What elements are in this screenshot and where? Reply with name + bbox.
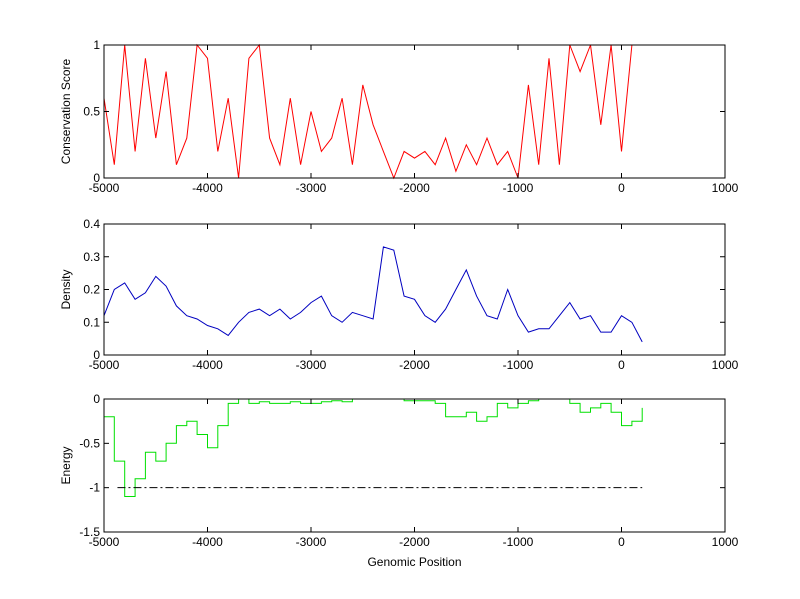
x-tick-label: -1000 [503, 358, 534, 372]
x-tick-label: -5000 [89, 358, 120, 372]
x-tick-label: -1000 [503, 181, 534, 195]
plot-area [104, 399, 725, 532]
x-tick-label: 0 [618, 535, 625, 549]
y-tick-label: 0 [93, 392, 100, 406]
x-tick-label: 1000 [712, 535, 739, 549]
y-tick-label: -1 [89, 481, 100, 495]
y-tick-label: -1.5 [79, 525, 100, 539]
x-tick-label: -3000 [296, 358, 327, 372]
x-tick-label: -2000 [399, 358, 430, 372]
x-tick-label: -5000 [89, 535, 120, 549]
x-tick-label: 1000 [712, 181, 739, 195]
x-tick-label: -3000 [296, 181, 327, 195]
y-tick-label: -0.5 [79, 436, 100, 450]
x-tick-label: 1000 [712, 358, 739, 372]
y-tick-label: 0.1 [83, 315, 100, 329]
x-tick-label: 0 [618, 181, 625, 195]
y-tick-label: 0.5 [83, 105, 100, 119]
x-tick-label: -4000 [192, 358, 223, 372]
data-line [103, 43, 643, 180]
x-tick-label: -4000 [192, 181, 223, 195]
y-axis-label: Density [59, 269, 73, 309]
x-tick-label: -5000 [89, 181, 120, 195]
y-tick-label: 0.4 [83, 217, 100, 231]
y-tick-label: 0 [93, 171, 100, 185]
x-axis-label: Genomic Position [367, 555, 461, 569]
data-line [103, 246, 643, 343]
x-tick-label: -2000 [399, 535, 430, 549]
plot-area [104, 45, 725, 178]
y-tick-label: 1 [93, 38, 100, 52]
y-tick-label: 0.2 [83, 283, 100, 297]
x-tick-label: -4000 [192, 535, 223, 549]
x-tick-label: -3000 [296, 535, 327, 549]
y-tick-label: 0.3 [83, 250, 100, 264]
y-axis-label: Energy [59, 446, 73, 484]
y-axis-label: Conservation Score [59, 58, 73, 164]
plot-area [104, 224, 725, 355]
x-tick-label: -1000 [503, 535, 534, 549]
y-tick-label: 0 [93, 348, 100, 362]
x-tick-label: -2000 [399, 181, 430, 195]
x-tick-label: 0 [618, 358, 625, 372]
